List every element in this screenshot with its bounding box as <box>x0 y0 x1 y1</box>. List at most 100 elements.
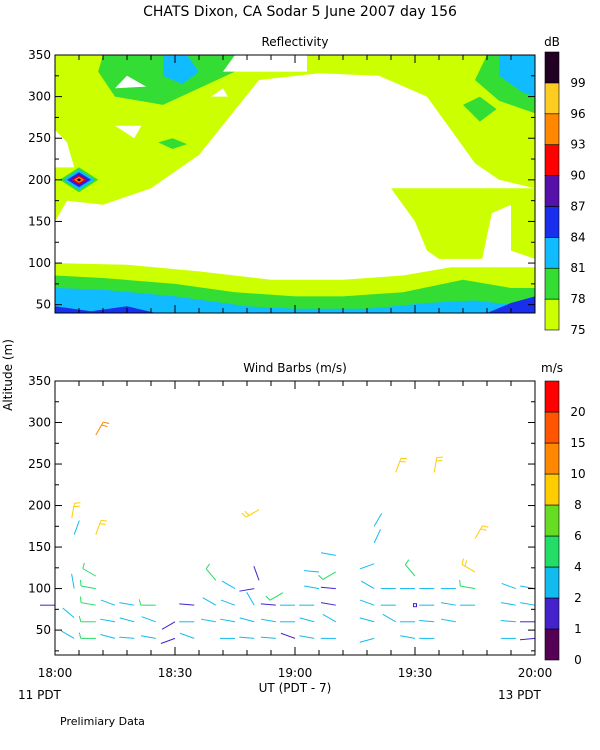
wind-barb <box>440 602 456 606</box>
wind-barb <box>260 636 276 639</box>
wind-barb <box>440 618 456 623</box>
colorbar-swatch <box>544 535 560 568</box>
wind-barb <box>433 456 443 473</box>
reflectivity-colorbar-label: dB <box>544 35 560 49</box>
wind-barb <box>200 618 216 623</box>
wind-barb-staff <box>140 635 156 639</box>
footer-note: Prelimiary Data <box>60 715 145 728</box>
y-tick-label: 50 <box>36 623 51 637</box>
wind-barbs-title: Wind Barbs (m/s) <box>243 361 347 375</box>
colorbar-tick-label: 2 <box>574 591 582 605</box>
y-tick-label: 100 <box>28 582 51 596</box>
wind-barb <box>260 618 276 623</box>
wind-barb <box>205 563 217 581</box>
wind-barb <box>202 597 217 606</box>
colorbar-swatch <box>544 144 560 176</box>
wind-barb-staff <box>119 617 135 623</box>
y-axis-label: Altitude (m) <box>1 339 15 411</box>
wind-barb-staff <box>100 618 116 623</box>
wind-barb-staff <box>299 617 315 623</box>
wind-barb-staff <box>322 571 337 580</box>
colorbar-swatch <box>544 51 560 84</box>
end-time-note: 13 PDT <box>498 688 542 702</box>
wind-barb-feather <box>80 596 82 603</box>
colorbar-tick-label: 99 <box>570 76 585 90</box>
wind-barb <box>359 563 375 570</box>
wind-barb <box>241 509 260 518</box>
wind-colorbar: 0 1 2 4 6 8 10 15 20 <box>544 380 586 667</box>
wind-barb-calm <box>413 603 417 608</box>
wind-barb-feather <box>318 574 324 580</box>
colorbar-swatch <box>544 206 560 238</box>
wind-barb-staff <box>161 621 176 630</box>
y-tick-label: 200 <box>28 173 51 187</box>
wind-barb-staff <box>320 602 336 606</box>
wind-barb <box>140 635 156 639</box>
wind-barb <box>71 573 75 589</box>
wind-barb-staff <box>373 513 383 527</box>
wind-barb-feather <box>103 421 110 425</box>
wind-barbs-panel: Wind Barbs (m/s) m/s 5010015020025030035… <box>28 361 586 680</box>
colorbar-swatch <box>544 473 560 506</box>
wind-barb-staff <box>71 503 75 519</box>
colorbar-swatch <box>544 175 560 207</box>
wind-barb <box>299 635 315 639</box>
wind-barb-staff <box>400 635 416 639</box>
wind-barb <box>253 566 260 581</box>
wind-barb <box>260 603 276 606</box>
wind-barb <box>320 586 336 590</box>
colorbar-tick-label: 15 <box>570 436 585 450</box>
wind-barb-feather <box>482 525 489 528</box>
colorbar-tick-label: 96 <box>570 107 585 121</box>
wind-barb <box>62 607 75 619</box>
wind-barb <box>404 559 416 577</box>
colorbar-swatch <box>544 597 560 630</box>
wind-barb-staff <box>419 619 435 623</box>
wind-barb <box>500 619 516 623</box>
colorbar-swatch <box>544 628 560 661</box>
wind-barb-staff <box>202 597 217 606</box>
wind-barb <box>141 616 156 623</box>
wind-barb-feather <box>265 595 271 601</box>
wind-barb-staff <box>60 630 75 639</box>
y-tick-label: 250 <box>28 131 51 145</box>
colorbar-tick-label: 81 <box>570 261 585 275</box>
wind-barb-staff <box>359 637 375 643</box>
wind-barb <box>395 457 407 473</box>
wind-barb <box>360 580 375 590</box>
wind-barb-staff <box>239 617 255 623</box>
wind-barb <box>459 579 476 590</box>
colorbar-swatch <box>544 442 560 475</box>
wind-barb <box>80 596 96 606</box>
wind-barb-staff <box>200 618 216 623</box>
wind-barb-staff <box>299 635 315 639</box>
reflectivity-blank-region <box>55 129 75 168</box>
reflectivity-contour-81db <box>499 55 535 97</box>
reflectivity-plot-area <box>55 55 535 313</box>
wind-barb-staff <box>160 637 176 644</box>
wind-barb <box>318 571 337 580</box>
wind-barb <box>60 630 75 639</box>
wind-barb-staff <box>280 632 296 639</box>
wind-barb-staff <box>269 592 284 601</box>
wind-barb-staff <box>220 618 236 623</box>
wind-barb <box>221 580 236 590</box>
wind-barb-staff <box>100 634 116 639</box>
colorbar-tick-label: 0 <box>574 653 582 667</box>
wind-barb-staff <box>304 570 320 573</box>
wind-barb-staff <box>221 580 236 590</box>
wind-barb <box>78 615 96 623</box>
y-tick-label: 300 <box>28 90 51 104</box>
reflectivity-colorbar: 75 78 81 84 87 90 93 96 99 <box>544 51 586 337</box>
wind-barb-feather <box>101 424 108 428</box>
wind-barb-staff <box>95 421 104 436</box>
wind-barb-feather <box>73 505 80 508</box>
wind-barb <box>161 621 176 630</box>
wind-barb-staff <box>395 458 402 473</box>
wind-barb-staff <box>260 618 276 623</box>
wind-barb-staff <box>239 636 255 639</box>
y-tick-label: 150 <box>28 540 51 554</box>
start-time-note: 11 PDT <box>18 688 62 702</box>
y-tick-label: 100 <box>28 256 51 270</box>
colorbar-swatch <box>544 267 560 300</box>
